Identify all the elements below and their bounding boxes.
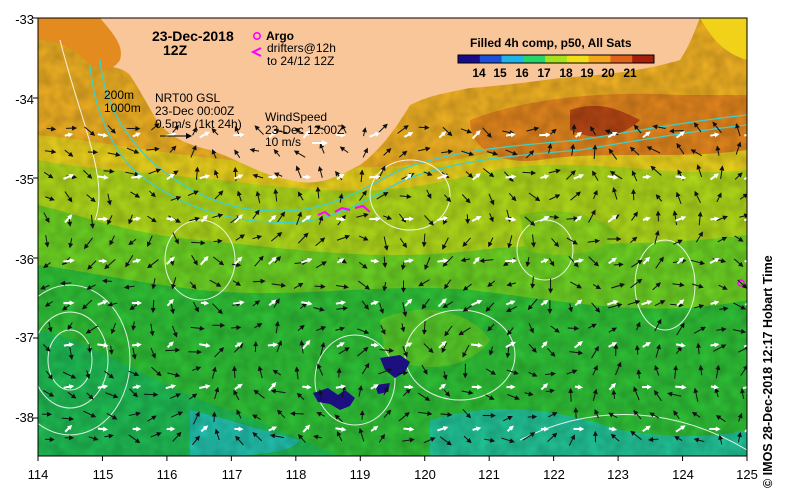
colorbar-tick: 14 [472, 66, 486, 80]
colorbar-swatch [545, 55, 568, 63]
lon-label: 124 [672, 467, 694, 482]
lat-label: -36 [15, 252, 34, 267]
lon-label: 125 [736, 467, 758, 482]
colorbar-tick: 16 [515, 66, 529, 80]
colorbar-tick: 17 [537, 66, 551, 80]
lat-label: -37 [15, 330, 34, 345]
lon-label: 122 [543, 467, 565, 482]
lat-label: -33 [15, 12, 34, 27]
wind-label: WindSpeed [265, 110, 328, 124]
lat-label: -35 [15, 172, 34, 187]
contour-200m: 200m [104, 88, 135, 102]
drifters-period: to 24/12 12Z [267, 54, 335, 68]
colorbar-title: Filled 4h comp, p50, All Sats [470, 36, 632, 50]
lon-label: 119 [349, 467, 371, 482]
colorbar-tick: 15 [493, 66, 507, 80]
map-date: 23-Dec-2018 [152, 28, 234, 44]
credit-text: © IMOS 28-Dec-2018 12:17 Hobart Time [761, 255, 775, 488]
lon-label: 118 [285, 467, 307, 482]
lat-label: -38 [15, 410, 34, 425]
colorbar-frame [457, 54, 655, 64]
wind-time: 23-Dec 12:00Z [265, 123, 345, 137]
colorbar-tick: 19 [580, 66, 594, 80]
colorbar-swatch [479, 55, 503, 63]
current-scale: 0.5m/s (1kt 24h) [155, 117, 242, 131]
colorbar-swatch [588, 55, 611, 63]
colorbar-tick: 21 [623, 66, 637, 80]
map-time: 12Z [163, 42, 188, 58]
lon-label: 116 [156, 467, 178, 482]
colorbar-swatch [610, 55, 633, 63]
current-source: NRT00 GSL [155, 91, 221, 105]
lat-label: -34 [15, 92, 34, 107]
colorbar-swatch [566, 55, 590, 63]
colorbar-swatch [458, 55, 481, 63]
colorbar-swatch [523, 55, 546, 63]
lon-label: 123 [607, 467, 629, 482]
colorbar-swatch [632, 55, 655, 63]
colorbar-tick: 20 [601, 66, 615, 80]
colorbar-swatch [501, 55, 524, 63]
drifters-label: drifters@12h [267, 41, 336, 55]
argo-label: Argo [266, 29, 294, 43]
colorbar [457, 54, 655, 64]
wind-scale: 10 m/s [265, 135, 302, 149]
lon-label: 117 [221, 467, 243, 482]
lon-label: 115 [92, 467, 114, 482]
current-time: 23-Dec 00:00Z [155, 104, 235, 118]
lon-label: 114 [27, 467, 49, 482]
colorbar-tick: 18 [559, 66, 573, 80]
lon-label: 121 [478, 467, 500, 482]
contour-1000m: 1000m [104, 101, 141, 115]
lon-label: 120 [414, 467, 436, 482]
